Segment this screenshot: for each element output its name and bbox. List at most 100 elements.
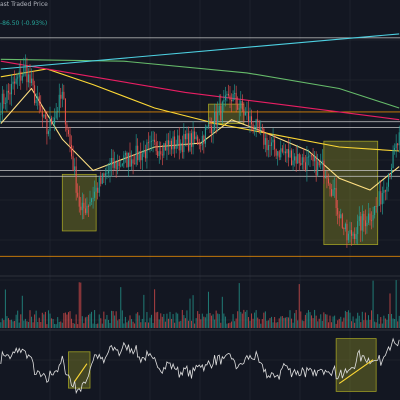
volume-bar bbox=[355, 318, 357, 328]
candle-body bbox=[107, 171, 109, 174]
volume-bar bbox=[281, 316, 283, 328]
candle-body bbox=[167, 140, 169, 145]
candle-body bbox=[14, 81, 16, 84]
candle-body bbox=[227, 93, 229, 96]
volume-bar bbox=[144, 322, 146, 328]
volume-bar bbox=[212, 314, 214, 328]
candle-body bbox=[369, 213, 371, 221]
candle-body bbox=[314, 156, 316, 162]
candle-body bbox=[100, 177, 102, 184]
candle-body bbox=[201, 135, 203, 145]
volume-bar bbox=[274, 316, 276, 328]
candle-body bbox=[304, 162, 306, 170]
candle-body bbox=[363, 213, 365, 221]
candle-body bbox=[6, 90, 8, 104]
candle-body bbox=[152, 139, 154, 141]
volume-bar bbox=[60, 321, 62, 328]
candle-body bbox=[200, 144, 202, 146]
candle-body bbox=[149, 141, 151, 143]
volume-bar bbox=[237, 311, 239, 328]
volume-bar bbox=[57, 317, 59, 328]
candle-body bbox=[52, 124, 54, 125]
candle-body bbox=[244, 112, 246, 116]
volume-bar bbox=[338, 318, 340, 328]
volume-bar bbox=[266, 320, 268, 328]
candle-body bbox=[177, 135, 179, 146]
volume-bar bbox=[71, 318, 73, 328]
volume-bar bbox=[175, 312, 177, 328]
volume-bar bbox=[351, 321, 353, 328]
candle-body bbox=[234, 92, 236, 94]
volume-bar bbox=[344, 310, 346, 328]
volume-bar bbox=[264, 311, 266, 328]
candle-body bbox=[352, 233, 354, 236]
volume-bar bbox=[320, 314, 322, 328]
candle-body bbox=[23, 67, 25, 76]
candle-body bbox=[261, 127, 263, 129]
volume-bar bbox=[101, 323, 103, 328]
candle-body bbox=[137, 145, 139, 161]
candle-body bbox=[131, 159, 133, 167]
candle-body bbox=[255, 119, 257, 131]
volume-bar bbox=[327, 322, 329, 328]
candle-body bbox=[192, 131, 194, 147]
candle-body bbox=[226, 93, 228, 96]
volume-bar bbox=[84, 317, 86, 328]
volume-bar bbox=[35, 310, 37, 328]
candle-body bbox=[120, 165, 122, 167]
candle-body bbox=[31, 78, 33, 84]
candle-body bbox=[38, 96, 40, 106]
volume-bar bbox=[26, 321, 28, 328]
volume-bar bbox=[98, 314, 100, 328]
candle-body bbox=[9, 92, 11, 95]
candle-body bbox=[218, 105, 220, 112]
volume-bar bbox=[215, 310, 217, 328]
volume-bar bbox=[343, 317, 345, 328]
candle-body bbox=[357, 221, 359, 235]
volume-bar bbox=[211, 315, 213, 328]
volume-bar bbox=[386, 319, 388, 328]
volume-bar bbox=[311, 315, 313, 328]
volume-bar bbox=[189, 298, 191, 328]
volume-bar bbox=[318, 318, 320, 328]
candle-body bbox=[7, 90, 9, 93]
candle-body bbox=[178, 135, 180, 151]
candle-body bbox=[106, 173, 108, 175]
candle-body bbox=[232, 93, 234, 102]
volume-bar bbox=[103, 311, 105, 328]
candle-body bbox=[57, 110, 59, 112]
candle-body bbox=[272, 139, 274, 143]
candle-body bbox=[254, 130, 256, 132]
candle-body bbox=[0, 113, 2, 115]
candle-body bbox=[40, 105, 42, 111]
volume-bar bbox=[87, 314, 89, 328]
volume-bar bbox=[234, 321, 236, 328]
volume-bar bbox=[55, 324, 57, 328]
candle-body bbox=[294, 156, 296, 161]
volume-bar bbox=[49, 313, 51, 328]
candle-body bbox=[4, 103, 6, 104]
volume-bar bbox=[331, 322, 333, 328]
volume-bar bbox=[280, 316, 282, 328]
volume-bar bbox=[166, 313, 168, 328]
volume-bar bbox=[195, 318, 197, 328]
candle-body bbox=[132, 159, 134, 164]
volume-bar bbox=[107, 319, 109, 328]
candle-body bbox=[183, 134, 185, 153]
volume-bar bbox=[303, 321, 305, 328]
volume-bar bbox=[200, 319, 202, 328]
moving-average-line bbox=[0, 87, 400, 191]
candle-body bbox=[317, 161, 319, 176]
volume-bar bbox=[20, 314, 22, 328]
volume-bar bbox=[361, 311, 363, 328]
volume-bar bbox=[123, 323, 125, 328]
candle-body bbox=[29, 74, 31, 84]
candle-body bbox=[223, 100, 225, 102]
volume-bar bbox=[295, 310, 297, 328]
moving-average-line bbox=[0, 58, 400, 109]
volume-bar bbox=[369, 319, 371, 328]
volume-bar bbox=[252, 318, 254, 328]
volume-bar bbox=[54, 323, 56, 328]
volume-bar bbox=[4, 289, 6, 328]
candle-body bbox=[318, 161, 320, 166]
